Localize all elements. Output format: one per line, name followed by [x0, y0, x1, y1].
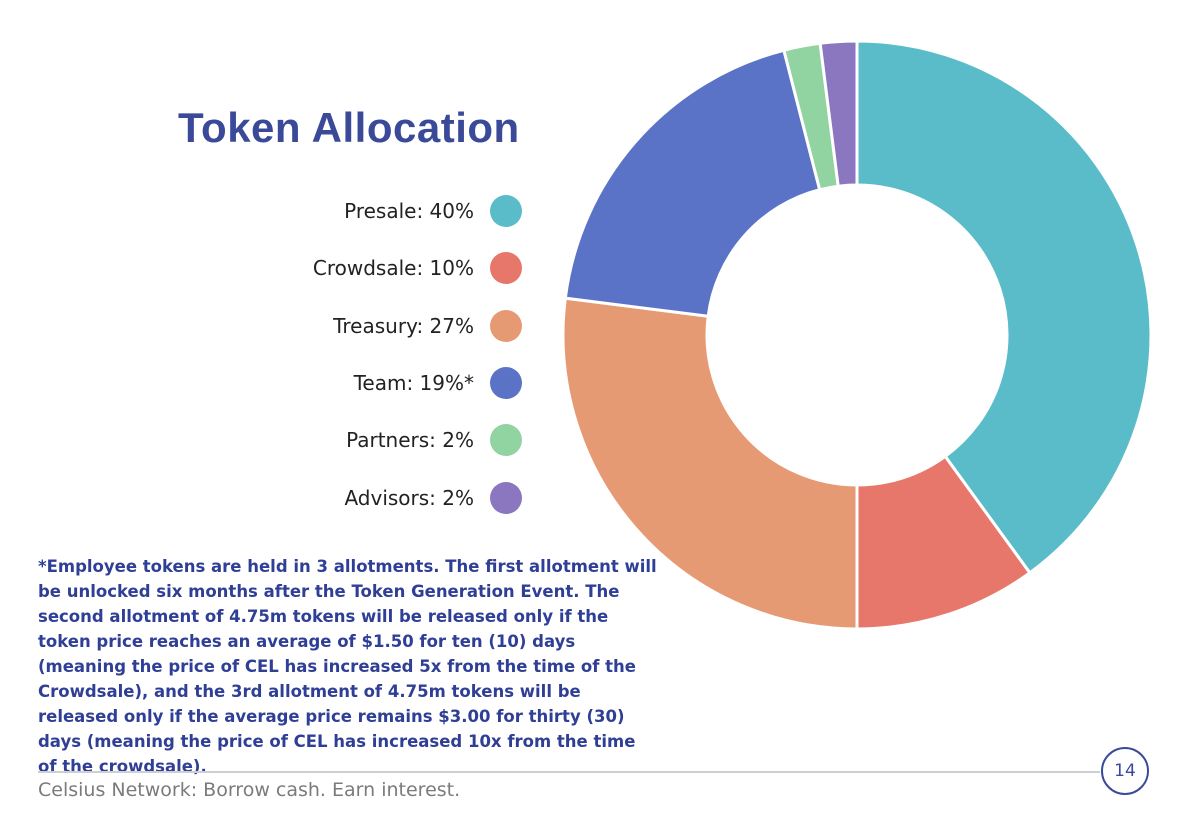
- legend-swatch: [490, 424, 522, 456]
- donut-slice-team: [563, 48, 822, 318]
- donut-slice-treasury: [561, 296, 859, 631]
- legend-swatch: [490, 252, 522, 284]
- legend-item-crowdsale: Crowdsale: 10%: [313, 251, 522, 285]
- legend-item-treasury: Treasury: 27%: [333, 309, 522, 343]
- donut-slice-advisors: [818, 39, 859, 188]
- footer-divider: [38, 771, 1100, 773]
- legend-swatch: [490, 195, 522, 227]
- legend-item-presale: Presale: 40%: [344, 194, 522, 228]
- legend-item-team: Team: 19%*: [354, 366, 522, 400]
- legend-label: Presale: 40%: [344, 199, 474, 223]
- legend-swatch: [490, 310, 522, 342]
- legend-label: Team: 19%*: [353, 371, 474, 395]
- footer-tagline: Celsius Network: Borrow cash. Earn inter…: [38, 779, 461, 801]
- legend-item-partners: Partners: 2%: [346, 423, 522, 457]
- legend-item-advisors: Advisors: 2%: [344, 481, 522, 515]
- donut-slice-presale: [855, 39, 1153, 575]
- legend-label: Partners: 2%: [346, 428, 474, 452]
- legend-swatch: [490, 367, 522, 399]
- legend-label: Treasury: 27%: [333, 314, 474, 338]
- footnote: *Employee tokens are held in 3 allotment…: [38, 557, 657, 776]
- page-number: 14: [1101, 747, 1149, 795]
- legend-label: Advisors: 2%: [344, 486, 474, 510]
- legend-swatch: [490, 482, 522, 514]
- chart-title: Token Allocation: [178, 104, 520, 151]
- legend-label: Crowdsale: 10%: [312, 256, 474, 280]
